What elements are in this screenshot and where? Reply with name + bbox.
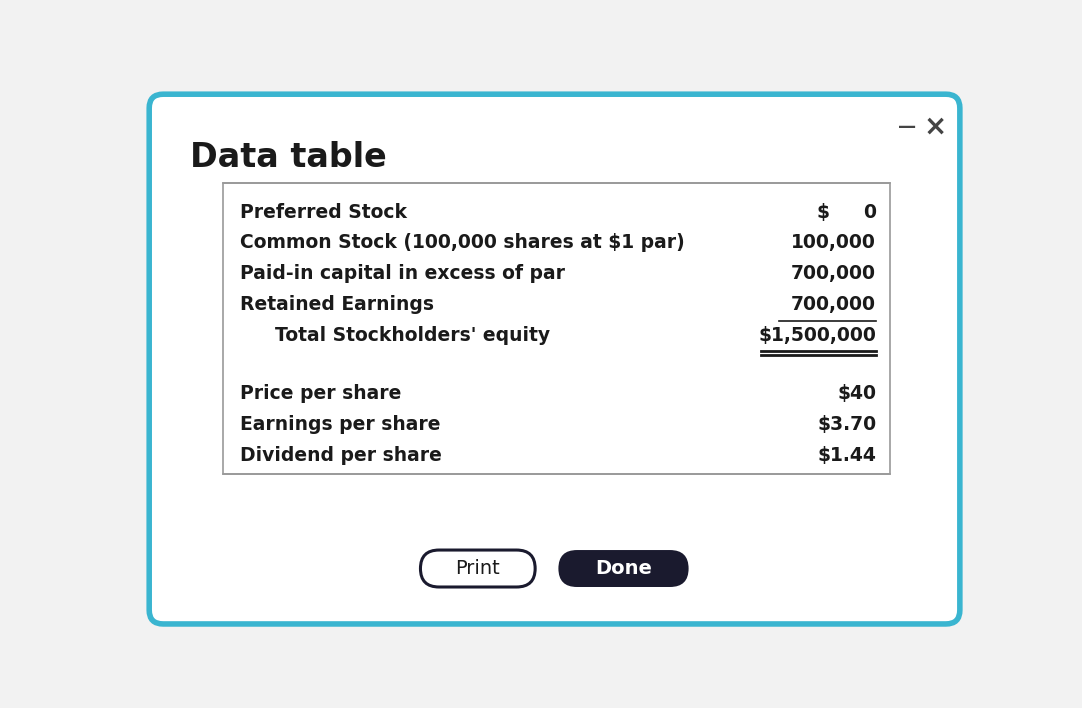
- FancyBboxPatch shape: [558, 550, 688, 587]
- Text: Price per share: Price per share: [240, 384, 401, 404]
- FancyBboxPatch shape: [223, 183, 890, 474]
- FancyBboxPatch shape: [421, 550, 536, 587]
- Text: 0: 0: [863, 202, 876, 222]
- Text: $: $: [817, 202, 830, 222]
- Text: Dividend per share: Dividend per share: [240, 446, 441, 465]
- Text: ×: ×: [923, 113, 947, 141]
- Text: Retained Earnings: Retained Earnings: [240, 295, 434, 314]
- Text: $1.44: $1.44: [817, 446, 876, 465]
- Text: 700,000: 700,000: [791, 295, 876, 314]
- Text: Preferred Stock: Preferred Stock: [240, 202, 407, 222]
- Text: Data table: Data table: [189, 141, 386, 174]
- Text: 100,000: 100,000: [791, 234, 876, 252]
- Text: 700,000: 700,000: [791, 264, 876, 283]
- Text: Earnings per share: Earnings per share: [240, 415, 440, 434]
- Text: Print: Print: [456, 559, 500, 578]
- Text: Done: Done: [595, 559, 652, 578]
- Text: Common Stock (100,000 shares at $1 par): Common Stock (100,000 shares at $1 par): [240, 234, 685, 252]
- Text: $1,500,000: $1,500,000: [758, 326, 876, 345]
- Text: $40: $40: [837, 384, 876, 404]
- Text: $3.70: $3.70: [817, 415, 876, 434]
- Text: Paid-in capital in excess of par: Paid-in capital in excess of par: [240, 264, 565, 283]
- Text: —: —: [898, 118, 916, 135]
- Text: Total Stockholders' equity: Total Stockholders' equity: [275, 326, 550, 345]
- FancyBboxPatch shape: [149, 94, 960, 624]
